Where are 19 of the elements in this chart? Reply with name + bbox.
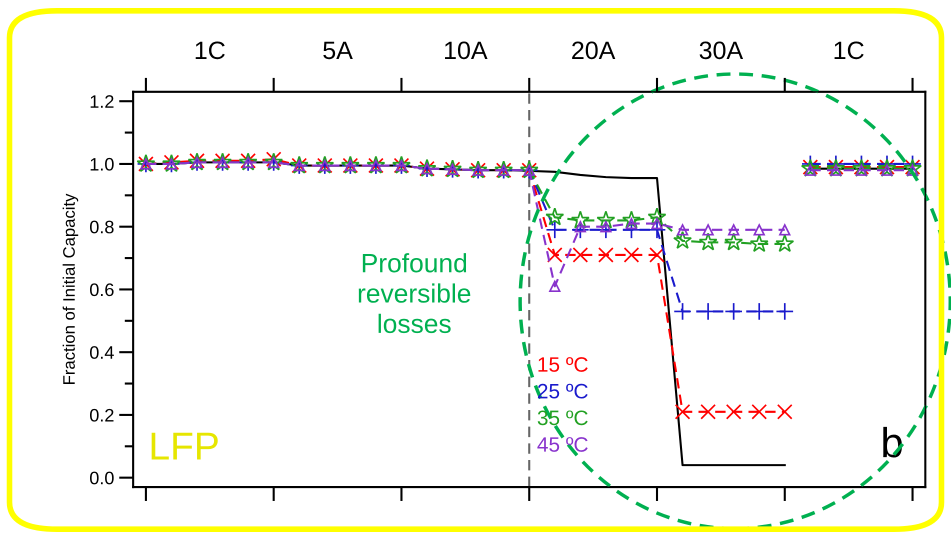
y-tick-label: 0.2 xyxy=(90,408,114,422)
y-tick-label: 0.6 xyxy=(90,283,114,296)
y-tick-label: 0.0 xyxy=(90,472,114,484)
text: 20A xyxy=(572,41,616,60)
y-tick-label: 1.2 xyxy=(90,95,114,108)
text: 45 ºC xyxy=(537,437,588,452)
text: 30A xyxy=(700,41,744,60)
annotation: LFP xyxy=(152,432,218,460)
text: 10A xyxy=(445,41,488,60)
text: 1C xyxy=(834,41,864,60)
y-tick-label: 0.4 xyxy=(90,346,114,359)
y-tick-label: 1.0 xyxy=(90,158,114,171)
text: 5A xyxy=(323,42,353,60)
text: 35 ºC xyxy=(538,410,588,426)
text: 15 ºC xyxy=(538,357,588,372)
annotation: Profound reversible losses xyxy=(358,253,470,334)
y-axis-title: Fraction of Initial Capacity xyxy=(62,194,78,384)
y-tick-label: 0.8 xyxy=(90,220,114,234)
text: 1C xyxy=(196,41,225,60)
